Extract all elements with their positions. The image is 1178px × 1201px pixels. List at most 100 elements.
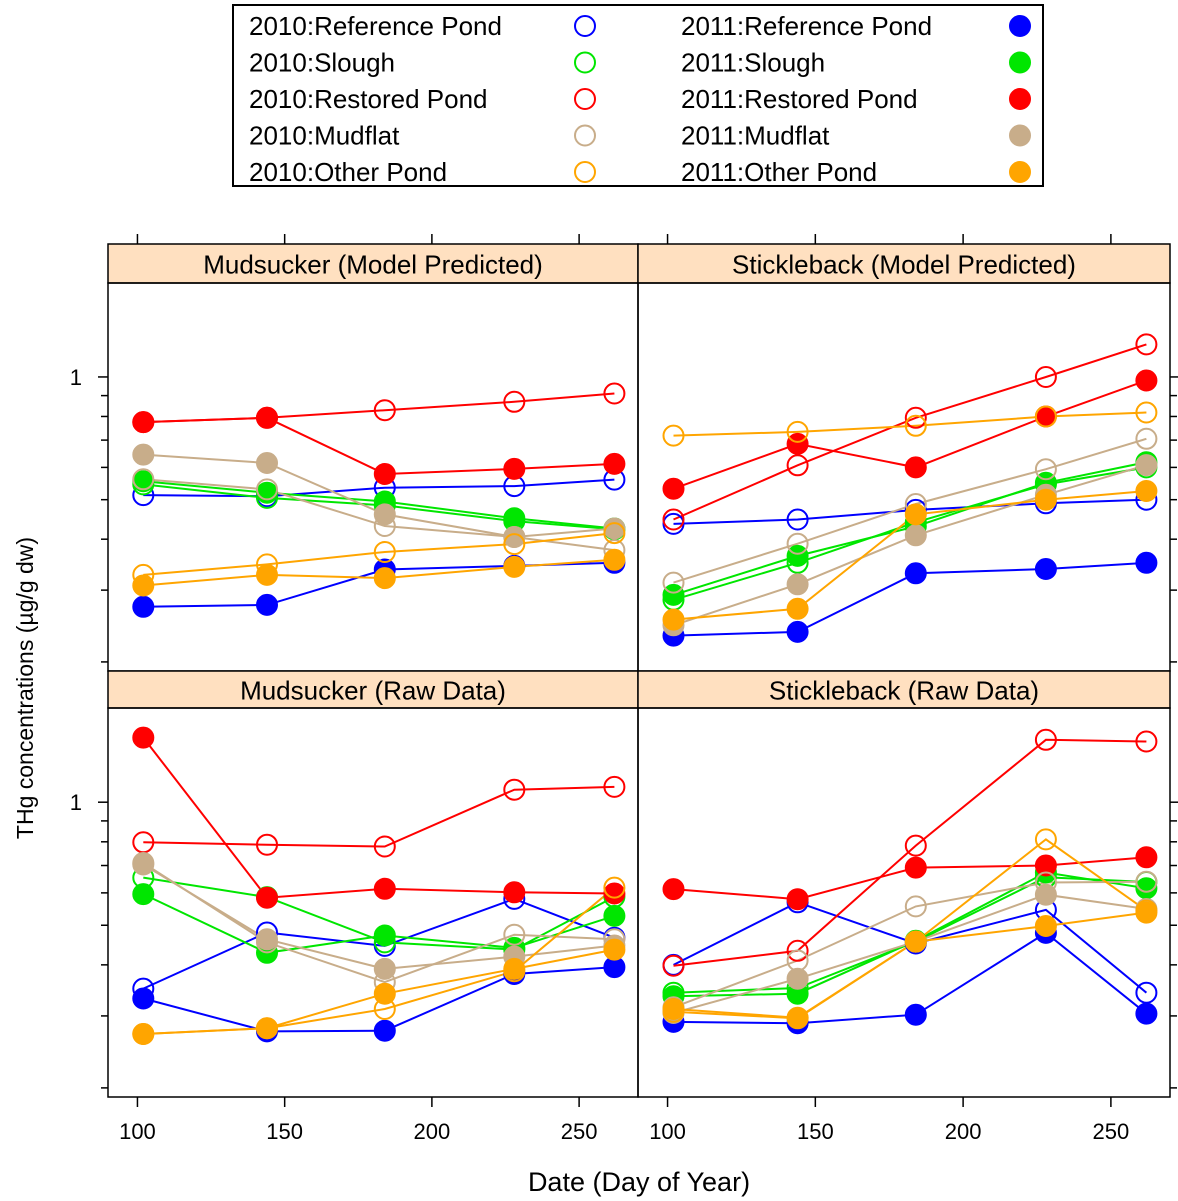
data-point-2011-other-pond xyxy=(503,957,526,980)
data-point-2011-other-pond xyxy=(503,555,526,578)
data-point-2011-other-pond xyxy=(1135,480,1158,502)
data-point-2011-other-pond xyxy=(256,1017,278,1040)
legend-marker-2010-reference-pond xyxy=(574,15,596,37)
data-point-2010-other-pond xyxy=(786,420,809,443)
data-point-2010-restored-pond xyxy=(256,833,278,856)
series-line-2010-restored-pond xyxy=(673,738,1147,967)
data-point-2011-restored-pond xyxy=(786,432,809,455)
data-point-2010-other-pond xyxy=(904,414,927,437)
data-point-2010-restored-pond xyxy=(603,775,626,798)
data-point-2011-slough xyxy=(503,507,526,530)
legend-label-2010-other-pond: 2010:Other Pond xyxy=(249,157,447,187)
data-point-2010-reference-pond xyxy=(786,508,809,531)
panel-frame xyxy=(107,282,639,672)
axes: 1 1 100 150 200 250 100 150 200 250 xyxy=(70,234,1178,1144)
data-point-2011-mudflat xyxy=(256,928,278,951)
data-point-2010-other-pond xyxy=(603,522,626,545)
data-point-2011-mudflat xyxy=(603,517,626,540)
legend-label-2011-reference-pond: 2011:Reference Pond xyxy=(681,11,932,41)
data-point-2011-other-pond xyxy=(603,938,626,961)
panels: Mudsucker (Model Predicted) Stickleback (… xyxy=(107,243,1171,1098)
data-point-2011-reference-pond xyxy=(904,1003,927,1026)
data-point-2010-mudflat xyxy=(786,532,809,555)
data-point-2011-restored-pond xyxy=(132,411,155,434)
data-point-2011-restored-pond xyxy=(904,856,927,879)
x-tick-label: 250 xyxy=(561,1119,598,1144)
data-point-2010-restored-pond xyxy=(603,382,626,405)
data-point-2011-other-pond xyxy=(662,998,685,1020)
data-point-2011-other-pond xyxy=(373,567,396,590)
legend: 2010:Reference Pond 2011:Reference Pond 20… xyxy=(232,4,1044,187)
data-point-2010-restored-pond xyxy=(1135,333,1158,356)
panel-frame xyxy=(107,707,639,1098)
data-point-2011-mudflat xyxy=(1135,454,1158,477)
data-point-2011-mudflat xyxy=(256,452,278,474)
panel-strip xyxy=(107,243,639,284)
data-point-2011-other-pond xyxy=(256,563,278,586)
data-point-2010-other-pond xyxy=(503,533,526,556)
panel-title: Mudsucker (Model Predicted) xyxy=(203,250,543,280)
data-point-2010-restored-pond xyxy=(1034,728,1057,751)
data-point-2010-restored-pond xyxy=(662,508,685,531)
data-point-2010-restored-pond xyxy=(503,778,526,801)
legend-label-2011-mudflat: 2011:Mudflat xyxy=(681,121,830,151)
data-point-2010-other-pond xyxy=(373,541,396,563)
data-point-2010-mudflat xyxy=(1034,458,1057,481)
panel-title: Stickleback (Raw Data) xyxy=(769,676,1039,706)
x-tick-label: 100 xyxy=(119,1119,156,1144)
series-line-2010-other-pond xyxy=(673,411,1147,437)
data-point-2011-restored-pond xyxy=(373,877,396,900)
data-point-2011-reference-pond xyxy=(1135,551,1158,574)
data-point-2011-mudflat xyxy=(904,524,927,547)
data-point-2011-mudflat xyxy=(1034,883,1057,906)
data-point-2010-restored-pond xyxy=(503,390,526,413)
y-axis-label: THg concentrations (µg/g dw) xyxy=(12,537,38,839)
data-point-2010-restored-pond xyxy=(1034,366,1057,388)
legend-label-2011-slough: 2011:Slough xyxy=(681,48,825,78)
panel-stickleback-model-predicted: Stickleback (Model Predicted) xyxy=(637,243,1171,672)
legend-marker-2011-reference-pond xyxy=(1009,15,1031,37)
panel-title: Stickleback (Model Predicted) xyxy=(732,250,1076,280)
x-tick-label: 200 xyxy=(945,1119,982,1144)
data-point-2011-other-pond xyxy=(373,982,396,1005)
data-point-2011-restored-pond xyxy=(503,881,526,904)
data-point-2010-restored-pond xyxy=(904,834,927,857)
legend-marker-2011-slough xyxy=(1009,51,1031,74)
data-point-2011-slough xyxy=(373,924,396,947)
data-point-2011-reference-pond xyxy=(256,593,278,616)
data-point-2011-restored-pond xyxy=(1135,369,1158,392)
panel-stickleback-raw-data: Stickleback (Raw Data) xyxy=(637,670,1171,1098)
legend-marker-2010-mudflat xyxy=(574,124,596,147)
data-point-2010-restored-pond xyxy=(662,954,685,977)
data-point-2010-restored-pond xyxy=(373,399,396,422)
data-point-2011-reference-pond xyxy=(1034,558,1057,580)
data-point-2011-other-pond xyxy=(1034,488,1057,511)
data-point-2010-restored-pond xyxy=(1135,730,1158,753)
data-point-2011-other-pond xyxy=(662,608,685,631)
data-point-2011-slough xyxy=(132,883,155,906)
legend-box xyxy=(232,4,1044,187)
data-point-2011-restored-pond xyxy=(662,477,685,500)
panel-mudsucker-model-predicted: Mudsucker (Model Predicted) xyxy=(107,243,639,672)
legend-label-2010-slough: 2010:Slough xyxy=(249,48,395,78)
data-point-2011-restored-pond xyxy=(904,456,927,479)
legend-label-2011-other-pond: 2011:Other Pond xyxy=(681,157,877,187)
data-point-2011-restored-pond xyxy=(662,878,685,901)
data-point-2010-mudflat xyxy=(1135,870,1158,893)
data-point-2011-other-pond xyxy=(132,1023,155,1045)
data-point-2011-mudflat xyxy=(373,957,396,980)
data-point-2011-restored-pond xyxy=(256,886,278,909)
data-point-2011-restored-pond xyxy=(373,463,396,485)
data-point-2011-restored-pond xyxy=(503,457,526,480)
data-point-2010-other-pond xyxy=(1034,405,1057,428)
data-point-2011-restored-pond xyxy=(1135,846,1158,869)
panel-mudsucker-raw-data: Mudsucker (Raw Data) xyxy=(107,670,639,1098)
data-point-2011-slough xyxy=(132,470,155,493)
data-point-2011-restored-pond xyxy=(132,726,155,749)
x-tick-label: 250 xyxy=(1093,1119,1130,1144)
data-point-2010-restored-pond xyxy=(904,406,927,429)
legend-marker-2011-other-pond xyxy=(1009,161,1031,183)
data-point-2011-restored-pond xyxy=(603,452,626,475)
data-point-2010-other-pond xyxy=(662,424,685,447)
data-point-2010-mudflat xyxy=(662,571,685,594)
